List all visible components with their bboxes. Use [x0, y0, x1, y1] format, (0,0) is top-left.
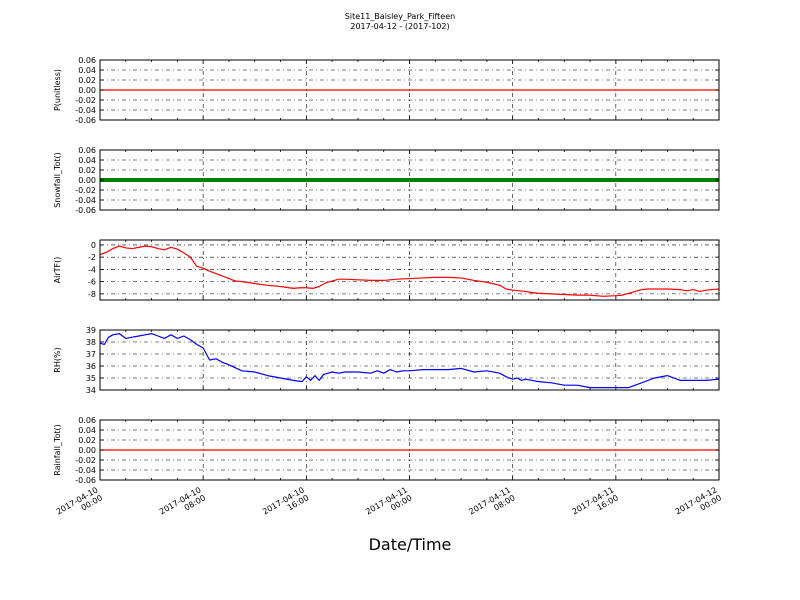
y-tick-label: -6 [88, 278, 96, 287]
y-tick-label: -0.06 [75, 206, 96, 215]
subplot-4: 39 38 37 36 35 34 RH(%) [53, 326, 720, 395]
y-tick-label: 0.04 [78, 156, 96, 165]
y-tick-label: 0.06 [78, 146, 96, 155]
y-tick-label: -0.04 [75, 106, 96, 115]
y-tick-label: 34 [86, 386, 96, 395]
y-axis-label-1: P(unitless) [53, 69, 62, 111]
y-tick-label: 0.06 [78, 416, 96, 425]
y-tick-label: 0 [91, 241, 96, 250]
y-axis-label-2: Snowfall_Tot() [53, 152, 62, 208]
axes-frame-3 [99, 239, 720, 301]
y-axis-label-5: Rainfall_Tot() [53, 424, 62, 476]
y-tick-label: 0.02 [78, 76, 96, 85]
subplot-1: 0.060.040.020.00-0.02-0.04-0.06 P(unitles… [53, 56, 720, 125]
series-3-line [99, 245, 720, 297]
chart-title-line-1: Site11_Baisley_Park_Fifteen [345, 12, 455, 21]
y-tick-label: 39 [86, 326, 96, 335]
x-axis-label: Date/Time [369, 535, 452, 554]
y-tick-label: -4 [88, 265, 96, 274]
y-tick-label: -0.02 [75, 96, 96, 105]
y-axis-label-3: AirTF() [53, 257, 62, 284]
y-tick-label: 36 [86, 362, 96, 371]
chart-title-line-2: 2017-04-12 - (2017-102) [350, 22, 449, 31]
y-tick-label: -0.04 [75, 196, 96, 205]
y-axis-label-4: RH(%) [53, 347, 62, 372]
y-tick-label: 35 [86, 374, 96, 383]
y-tick-label: -2 [88, 253, 96, 262]
y-tick-label: 0.00 [78, 446, 96, 455]
y-tick-label: -0.02 [75, 456, 96, 465]
y-tick-label: 0.00 [78, 176, 96, 185]
y-tick-label: -0.06 [75, 116, 96, 125]
subplot-3: 0 -2 -4 -6 -8 AirTF() [53, 239, 720, 301]
subplot-5: 0.060.040.020.00-0.02-0.04-0.06 Rainfall_… [53, 416, 720, 485]
y-tick-label: 37 [86, 350, 96, 359]
y-tick-label: 0.00 [78, 86, 96, 95]
y-tick-label: 38 [86, 338, 96, 347]
y-tick-label: -0.06 [75, 476, 96, 485]
axes-frame-4 [99, 329, 720, 391]
y-tick-label: 0.02 [78, 436, 96, 445]
y-tick-label: -0.02 [75, 186, 96, 195]
subplot-2: 0.060.040.020.00-0.02-0.04-0.06 Snowfall_… [53, 146, 720, 215]
y-tick-label: -8 [88, 290, 96, 299]
y-tick-label: 0.02 [78, 166, 96, 175]
series-4-line [99, 333, 720, 389]
y-tick-label: 0.04 [78, 66, 96, 75]
y-tick-label: 0.04 [78, 426, 96, 435]
subplot-stack: 0.060.040.020.00-0.02-0.04-0.06P(unitles… [53, 56, 720, 485]
y-tick-label: 0.06 [78, 56, 96, 65]
y-tick-label: -0.04 [75, 466, 96, 475]
